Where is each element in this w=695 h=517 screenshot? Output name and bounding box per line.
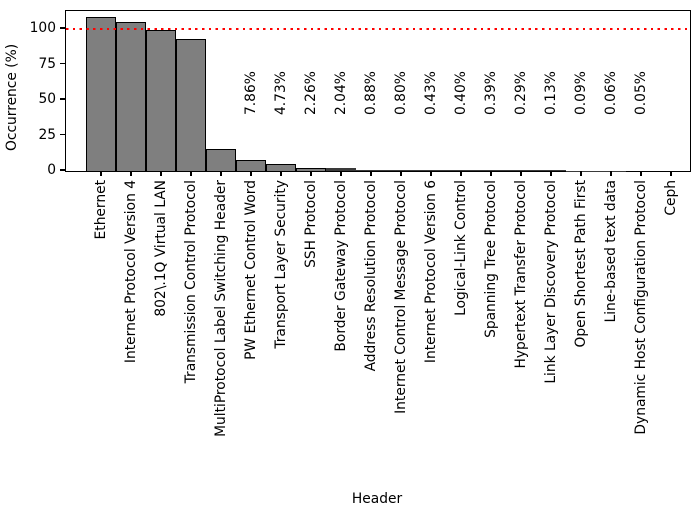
x-tick-label: Dynamic Host Configuration Protocol [632,179,649,435]
x-tick-label: 802\.1Q Virtual LAN [152,179,169,317]
x-tick-mark [430,171,432,176]
y-tick-label: 100 [29,20,56,36]
y-tick-mark [59,133,65,136]
bar-value-label: 0.06% [602,71,619,115]
x-tick-mark [490,171,492,176]
bar-14 [506,170,536,171]
y-tick-mark [59,62,65,65]
x-tick-mark [610,171,612,176]
bar-6 [266,164,296,171]
x-tick-mark [220,171,222,176]
x-tick-mark [190,171,192,176]
x-tick-mark [310,171,312,176]
x-tick-label: Ethernet [92,179,109,239]
bar-10 [386,169,416,171]
x-tick-mark [340,171,342,176]
x-tick-mark [280,171,282,176]
x-tick-label: Internet Protocol Version 4 [122,179,139,363]
bar-1 [116,22,146,171]
x-tick-mark [370,171,372,176]
bar-12 [446,170,476,171]
bar-value-label: 0.13% [542,71,559,115]
x-tick-label: Internet Control Message Protocol [392,179,409,414]
x-tick-mark [580,171,582,176]
bar-value-label: 2.04% [332,71,349,115]
y-tick-label: 25 [38,126,56,143]
x-tick-label: Link Layer Discovery Protocol [542,179,559,384]
bar-4 [206,149,236,171]
x-tick-label: PW Ethernet Control Word [242,179,259,360]
x-tick-label: SSH Protocol [302,179,319,268]
x-tick-label: MultiProtocol Label Switching Header [212,179,229,437]
y-tick-mark [59,169,65,171]
bar-value-label: 0.39% [482,71,499,115]
bar-value-label: 0.88% [362,71,379,115]
x-tick-label: Border Gateway Protocol [332,179,349,352]
bar-7 [296,167,326,171]
bar-value-label: 4.73% [272,71,289,115]
x-tick-label: Internet Protocol Version 6 [422,179,439,363]
bar-3 [176,39,206,171]
x-tick-mark [400,171,402,176]
x-tick-label: Transport Layer Security [272,179,289,349]
reference-line [66,28,690,31]
x-tick-mark [130,171,132,176]
plot-area [65,10,691,172]
x-tick-mark [550,171,552,176]
bar-value-label: 7.86% [242,71,259,115]
x-tick-label: Logical-Link Control [452,179,469,316]
x-tick-mark [640,171,642,176]
bar-value-label: 0.05% [632,71,649,115]
x-tick-label: Line-based text data [602,179,619,322]
x-tick-mark [100,171,102,176]
bar-value-label: 0.43% [422,71,439,115]
x-tick-mark [250,171,252,176]
x-tick-mark [520,171,522,176]
bar-2 [146,29,176,171]
bar-value-label: 0.09% [572,71,589,115]
x-tick-label: Transmission Control Protocol [182,179,199,383]
bar-value-label: 0.80% [392,71,409,115]
bar-5 [236,159,266,171]
bar-13 [476,170,506,171]
x-tick-mark [670,171,672,176]
bar-0 [86,17,116,171]
bar-value-label: 2.26% [302,71,319,115]
bar-8 [326,168,356,171]
x-tick-label: Spanning Tree Protocol [482,179,499,338]
bar-15 [536,170,566,171]
y-tick-mark [59,98,65,100]
bar-9 [356,169,386,171]
x-tick-mark [460,171,462,176]
bar-value-label: 0.29% [512,71,529,115]
x-tick-label: Ceph [662,179,679,216]
y-tick-mark [59,27,65,29]
x-tick-label: Address Resolution Protocol [362,179,379,371]
y-tick-label: 75 [38,55,56,72]
y-tick-label: 0 [47,162,56,178]
y-tick-label: 50 [38,91,56,107]
bar-value-label: 0.40% [452,71,469,115]
x-tick-mark [160,171,162,176]
x-tick-label: Hypertext Transfer Protocol [512,179,529,369]
x-tick-label: Open Shortest Path First [572,179,589,347]
x-axis-label: Header [351,491,403,507]
bar-11 [416,170,446,171]
